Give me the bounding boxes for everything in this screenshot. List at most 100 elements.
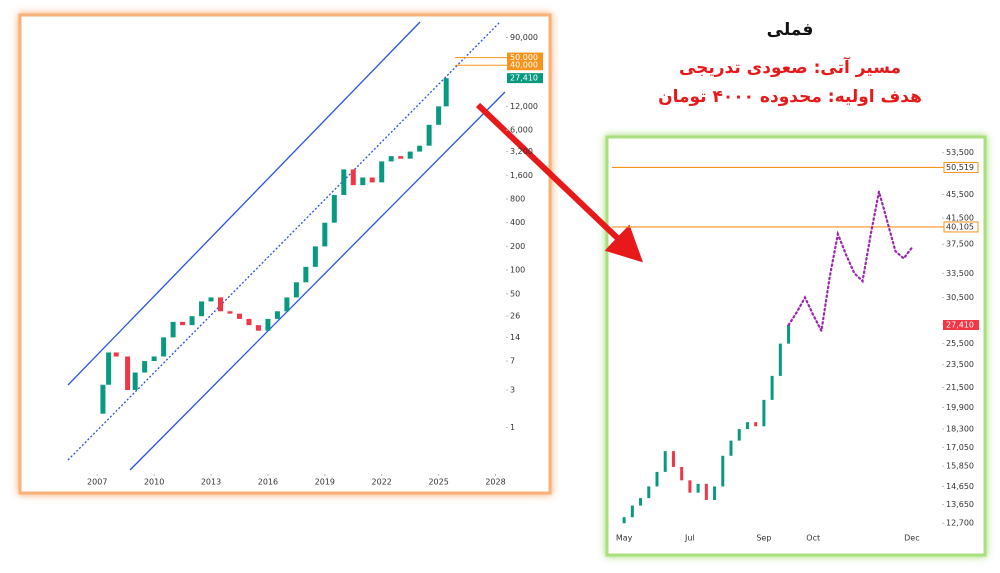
candle: [255, 325, 261, 331]
level-badge: [943, 161, 979, 173]
level-label: 40,105: [946, 222, 974, 231]
price-badge: [507, 52, 543, 63]
candle: [704, 483, 708, 500]
candle: [142, 361, 148, 373]
candle: [125, 356, 131, 391]
y-tick-label: 17,050: [946, 443, 974, 452]
candle: [417, 145, 423, 152]
price-label: 50,000: [510, 53, 538, 62]
x-tick-label: 2028: [485, 478, 505, 487]
candle: [388, 156, 394, 162]
x-tick-label: 2016: [258, 478, 278, 487]
candle: [218, 297, 224, 312]
x-tick-label: 2019: [315, 478, 335, 487]
y-tick-label: 6,000: [510, 126, 533, 135]
y-tick-label: 41,500: [946, 214, 974, 223]
candle: [360, 177, 366, 186]
channel-mid: [67, 21, 501, 461]
y-tick-label: 50: [510, 289, 520, 298]
x-tick-label: 2013: [201, 478, 221, 487]
candle: [721, 455, 725, 487]
candle: [622, 517, 626, 524]
y-tick-label: 800: [510, 194, 525, 203]
y-tick-label: 18,300: [946, 425, 974, 434]
y-tick-label: 200: [510, 242, 525, 251]
candle: [208, 297, 214, 302]
candle: [379, 161, 385, 183]
y-tick-label: 26: [510, 312, 520, 321]
candle: [322, 222, 328, 247]
candle: [161, 337, 167, 357]
candle: [227, 311, 233, 314]
price-badge: [507, 73, 543, 84]
candle: [443, 78, 449, 107]
y-tick-label: 53,500: [946, 148, 974, 157]
candle: [398, 156, 404, 159]
y-tick-label: 14,650: [946, 482, 974, 491]
candle: [787, 325, 791, 344]
candle: [106, 352, 112, 385]
arrow: [475, 102, 644, 263]
price-label: 27,410: [510, 74, 538, 83]
candle: [369, 177, 375, 183]
candle: [778, 343, 782, 376]
y-tick-label: 100: [510, 266, 525, 275]
y-tick-label: 37,500: [946, 240, 974, 249]
candle: [729, 440, 733, 456]
x-tick-label: May: [616, 534, 633, 543]
price-badge: [507, 60, 543, 71]
candle: [284, 297, 290, 312]
y-tick-label: 400: [510, 218, 525, 227]
x-tick-label: Jul: [684, 534, 695, 543]
candle: [236, 313, 242, 319]
x-tick-label: 2025: [428, 478, 448, 487]
y-tick-label: 33,500: [946, 269, 974, 278]
candle: [132, 372, 138, 391]
candle: [436, 106, 442, 125]
y-tick-label: 12,000: [510, 102, 538, 111]
y-tick-label: 3: [510, 386, 515, 395]
subtitle: مسیر آتی: صعودی تدریجی: [679, 56, 901, 78]
candle: [246, 318, 252, 326]
y-tick-label: 45,500: [946, 190, 974, 199]
y-tick-label: 25,500: [946, 339, 974, 348]
candle: [100, 384, 106, 414]
candle: [312, 246, 318, 267]
y-tick-label: 15,850: [946, 462, 974, 471]
level-label: 50,519: [946, 163, 974, 172]
channel-lower: [129, 91, 506, 471]
y-tick-label: 30,500: [946, 293, 974, 302]
candle: [180, 321, 186, 326]
candle: [265, 318, 271, 331]
level-badge: [943, 221, 979, 233]
y-tick-label: 23,500: [946, 360, 974, 369]
candle: [170, 321, 176, 338]
candle: [426, 124, 432, 146]
candle: [713, 486, 717, 500]
candle: [407, 151, 413, 159]
y-tick-label: 3,200: [510, 147, 533, 156]
candle: [331, 194, 337, 223]
x-tick-label: Sep: [756, 534, 771, 543]
candle: [189, 316, 195, 326]
candle: [745, 422, 749, 430]
candle: [663, 451, 667, 472]
x-tick-label: 2010: [144, 478, 164, 487]
candle: [113, 352, 119, 357]
candle: [341, 169, 347, 195]
y-tick-label: 14: [510, 333, 520, 342]
candle: [151, 356, 157, 362]
channel-upper: [67, 21, 421, 386]
candle: [350, 169, 356, 186]
x-tick-label: 2007: [87, 478, 107, 487]
y-tick-label: 7: [510, 357, 515, 366]
x-tick-label: Dec: [904, 534, 919, 543]
candle: [696, 483, 700, 493]
left-panel: [18, 13, 552, 495]
projection-line: [787, 191, 913, 335]
y-tick-label: 21,500: [946, 383, 974, 392]
candle: [671, 451, 675, 467]
candle: [303, 266, 309, 283]
